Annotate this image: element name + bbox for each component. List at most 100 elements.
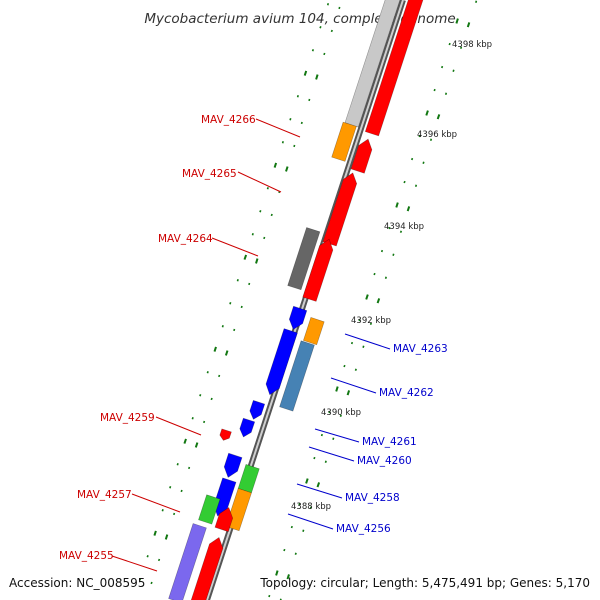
leader-mav-4258 — [296, 483, 343, 499]
tick-mark — [448, 42, 451, 46]
gene-grey-top[interactable] — [344, 0, 403, 128]
gene-green-a[interactable] — [237, 464, 260, 494]
tick-mark — [303, 70, 308, 76]
leader-mav-4260 — [308, 446, 355, 462]
leader-mav-4264 — [211, 237, 259, 257]
tick-mark — [268, 594, 271, 598]
tick-mark — [406, 206, 411, 212]
gene-red-a[interactable] — [350, 138, 373, 174]
tick-mark — [313, 456, 316, 460]
leader-mav-4261 — [314, 428, 360, 443]
tick-mark — [263, 236, 266, 240]
gene-label-mav-4258[interactable]: MAV_4258 — [345, 492, 400, 504]
tick-mark — [324, 460, 327, 463]
gene-red-b[interactable] — [302, 238, 334, 302]
tick-mark — [296, 95, 299, 98]
tick-mark — [302, 529, 305, 532]
tick-mark — [164, 534, 169, 540]
tick-mark — [311, 49, 315, 52]
gene-label-mav-4266[interactable]: MAV_4266 — [201, 114, 256, 126]
tick-mark — [224, 350, 229, 356]
gene-blue-b[interactable] — [265, 328, 298, 396]
tick-mark — [259, 210, 262, 213]
tick-mark — [418, 134, 421, 138]
tick-mark — [210, 397, 213, 401]
tick-mark — [459, 46, 463, 49]
tick-mark — [305, 478, 309, 484]
leader-mav-4266 — [255, 118, 301, 138]
tick-mark — [300, 121, 303, 125]
gene-mav-4262[interactable] — [279, 340, 315, 412]
tick-mark — [335, 386, 339, 392]
gene-label-mav-4262[interactable]: MAV_4262 — [379, 387, 434, 399]
gene-red-top[interactable] — [364, 0, 424, 137]
gene-blue-c[interactable] — [223, 452, 243, 478]
gene-label-mav-4265[interactable]: MAV_4265 — [182, 168, 237, 180]
tick-mark — [157, 558, 161, 562]
gene-label-mav-4263[interactable]: MAV_4263 — [393, 343, 448, 355]
tick-label-4388: 4388 kbp — [291, 502, 331, 512]
topology-text: Topology: circular; Length: 5,475,491 bp… — [259, 576, 590, 590]
gene-label-mav-4256[interactable]: MAV_4256 — [336, 523, 391, 535]
gene-mav-4263[interactable] — [303, 317, 325, 346]
gene-red-d[interactable] — [190, 537, 224, 600]
tick-mark — [346, 390, 351, 396]
gene-label-mav-4257[interactable]: MAV_4257 — [77, 489, 132, 501]
tick-mark — [316, 482, 321, 488]
gene-blue-a[interactable] — [288, 305, 308, 330]
gene-label-mav-4264[interactable]: MAV_4264 — [158, 233, 213, 245]
tick-mark — [283, 548, 286, 552]
tick-mark — [441, 65, 444, 69]
tick-mark — [429, 138, 433, 141]
tick-mark — [285, 166, 289, 172]
gene-label-mav-4259[interactable]: MAV_4259 — [100, 412, 155, 424]
tick-mark — [411, 157, 414, 161]
tick-mark — [309, 506, 312, 509]
tick-mark — [240, 305, 243, 309]
tick-mark — [365, 294, 369, 300]
tick-mark — [395, 202, 399, 208]
gene-label-mav-4261[interactable]: MAV_4261 — [362, 436, 417, 448]
tick-mark — [218, 374, 221, 378]
tick-mark — [255, 258, 259, 264]
tick-label-4396: 4396 kbp — [417, 130, 457, 140]
tick-mark — [323, 52, 326, 56]
gene-label-mav-4260[interactable]: MAV_4260 — [357, 455, 412, 467]
gene-labels-right: MAV_4263 MAV_4262 MAV_4261 MAV_4260 MAV_… — [336, 343, 448, 535]
tick-mark — [150, 581, 153, 585]
tick-mark — [466, 22, 471, 28]
tick-mark — [169, 486, 172, 489]
tick-label-4398: 4398 kbp — [452, 40, 492, 50]
gene-mav-4264[interactable] — [287, 227, 321, 291]
tick-mark — [328, 410, 331, 414]
gene-mav-4257[interactable] — [198, 494, 221, 525]
gene-label-mav-4255[interactable]: MAV_4255 — [59, 550, 114, 562]
gene-mav-4260[interactable] — [239, 417, 256, 438]
leader-mav-4265 — [237, 171, 282, 193]
tick-mark — [403, 180, 406, 184]
gene-mav-4261[interactable] — [249, 400, 266, 420]
tick-mark — [203, 420, 206, 424]
tick-mark — [139, 578, 142, 581]
tick-mark — [194, 442, 199, 448]
gene-red-c[interactable] — [214, 507, 234, 533]
tick-mark — [221, 325, 224, 328]
accession-text: Accession: NC_008595 — [9, 576, 145, 590]
tick-mark — [293, 144, 296, 148]
gene-labels-left: MAV_4266 MAV_4265 MAV_4264 MAV_4259 MAV_… — [59, 114, 256, 562]
gene-mav-4259[interactable] — [219, 428, 232, 441]
tick-mark — [436, 114, 441, 120]
gene-mav-4266[interactable] — [331, 121, 357, 162]
tick-mark — [338, 6, 341, 10]
gene-mav-4255[interactable] — [168, 523, 207, 600]
tick-mark — [373, 272, 376, 276]
tick-mark — [275, 570, 279, 576]
tick-label-4390: 4390 kbp — [321, 408, 361, 418]
tick-mark — [326, 3, 330, 6]
tick-mark — [270, 213, 273, 217]
tick-mark — [298, 502, 301, 506]
tick-mark — [188, 466, 191, 470]
tick-mark — [320, 433, 323, 437]
tick-mark — [455, 18, 459, 24]
tick-mark — [452, 69, 455, 72]
